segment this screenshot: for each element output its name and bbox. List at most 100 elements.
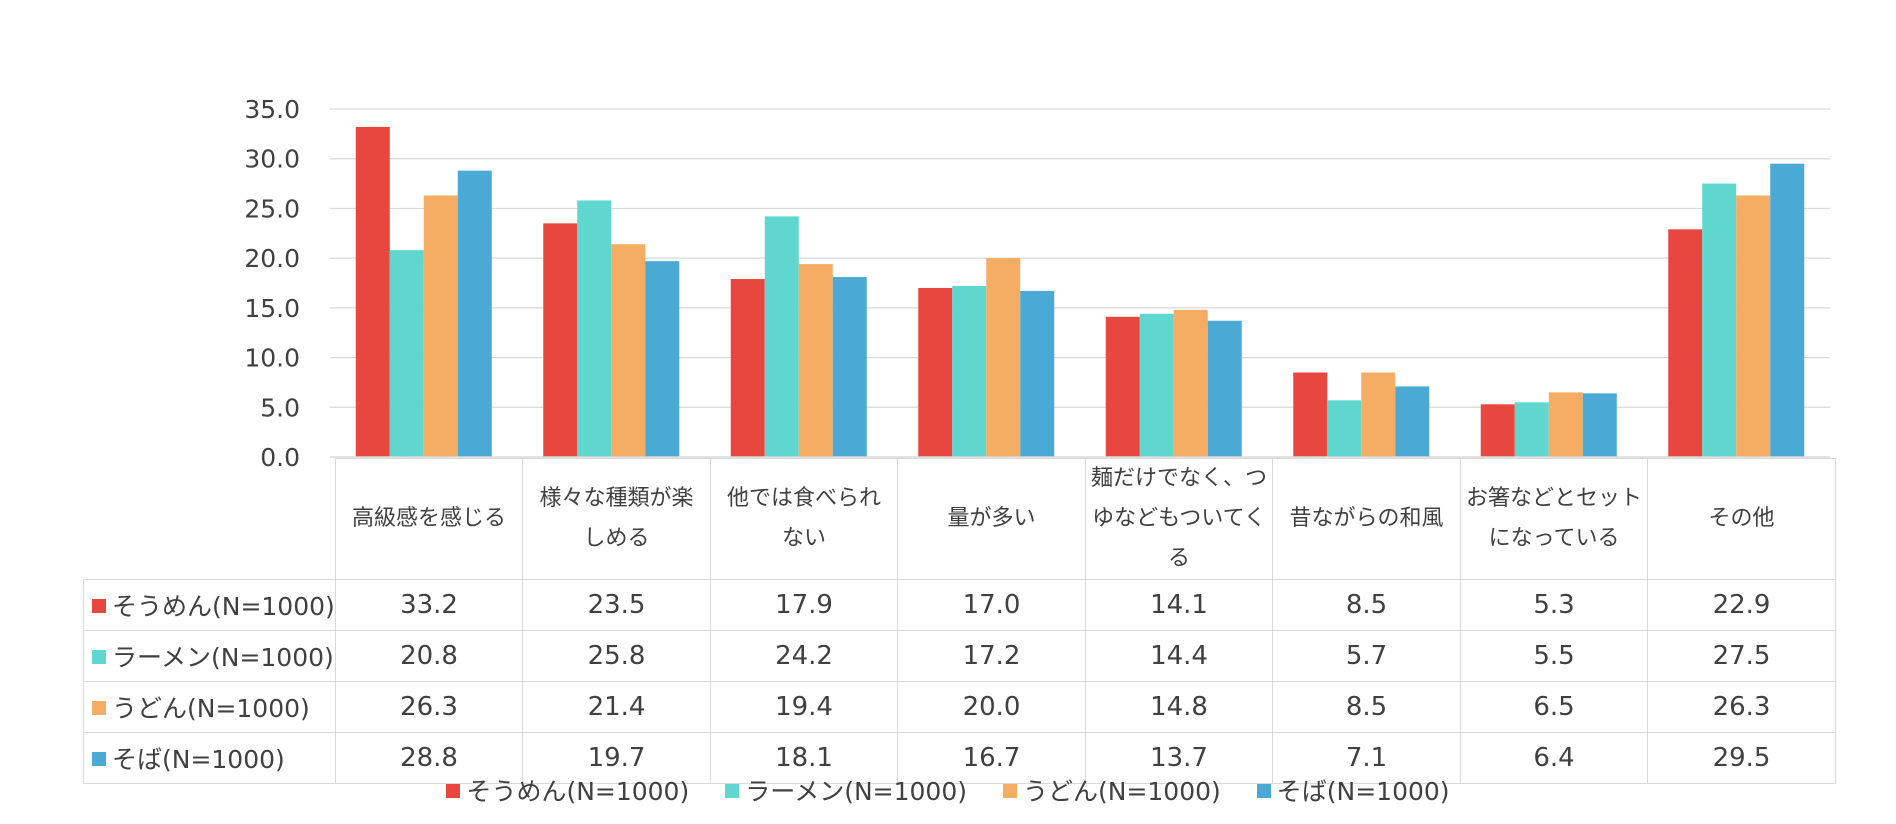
table-row: ラーメン(N=1000) 20.8 25.8 24.2 17.2 14.4 5.7 5.5 27… bbox=[83, 630, 1836, 682]
data-label: 21.4 bbox=[522, 681, 711, 733]
bar bbox=[1514, 402, 1549, 457]
category-label-line: 他では食べられ bbox=[727, 486, 882, 511]
x-category-label: お箸などとセット になっている bbox=[1459, 458, 1649, 580]
bar bbox=[1395, 386, 1430, 457]
x-category-label: 他では食べられ ない bbox=[709, 458, 899, 580]
bar bbox=[1293, 372, 1328, 457]
y-tick-label: 25.0 bbox=[244, 194, 300, 223]
table-row: うどん(N=1000) 26.3 21.4 19.4 20.0 14.8 8.5 6.5 26.… bbox=[83, 681, 1836, 733]
series-color-key bbox=[92, 752, 106, 766]
legend: そうめん(N=1000) ラーメン(N=1000) うどん(N=1000) そば(N=… bbox=[0, 772, 1896, 808]
series-color-key bbox=[92, 650, 106, 664]
data-label: 14.8 bbox=[1084, 681, 1274, 733]
data-label: 14.1 bbox=[1084, 579, 1274, 631]
bar bbox=[764, 216, 799, 457]
series-row-header: うどん(N=1000) bbox=[83, 681, 336, 733]
bar bbox=[355, 126, 390, 457]
category-label-line: 昔ながらの和風 bbox=[1289, 506, 1444, 531]
category-label-line: その他 bbox=[1708, 506, 1775, 531]
legend-color-key bbox=[1003, 784, 1017, 798]
bar bbox=[918, 287, 953, 457]
data-label: 17.0 bbox=[897, 579, 1086, 631]
data-label: 18.1 bbox=[709, 732, 899, 784]
data-label: 23.5 bbox=[522, 579, 711, 631]
category-label-line: 麺だけでなく、つ bbox=[1091, 466, 1268, 491]
bar bbox=[1020, 290, 1055, 457]
data-label: 20.0 bbox=[897, 681, 1086, 733]
data-label: 26.3 bbox=[1647, 681, 1836, 733]
bar bbox=[577, 200, 612, 457]
bar bbox=[389, 250, 424, 457]
bar bbox=[1173, 309, 1208, 457]
data-label: 8.5 bbox=[1272, 681, 1461, 733]
bar bbox=[730, 279, 765, 457]
category-label-line: 量が多い bbox=[947, 506, 1036, 531]
data-label: 6.5 bbox=[1459, 681, 1649, 733]
data-label: 17.9 bbox=[709, 579, 899, 631]
x-category-label: 様々な種類が楽 しめる bbox=[522, 458, 711, 580]
bar bbox=[1582, 393, 1617, 457]
legend-label: うどん(N=1000) bbox=[1023, 777, 1221, 806]
data-label: 14.4 bbox=[1084, 630, 1274, 682]
table-corner bbox=[83, 458, 336, 580]
data-label: 19.4 bbox=[709, 681, 899, 733]
legend-item: うどん(N=1000) bbox=[1003, 772, 1221, 808]
legend-item: そうめん(N=1000) bbox=[446, 772, 689, 808]
bar bbox=[1736, 195, 1771, 457]
bar bbox=[1327, 400, 1362, 457]
series-row-header: そうめん(N=1000) bbox=[83, 579, 336, 631]
table-header-row: 高級感を感じる 様々な種類が楽 しめる 他では食べられ ない 量が多い 麺だけでなく、つ ゆな… bbox=[83, 458, 1836, 580]
data-label: 5.7 bbox=[1272, 630, 1461, 682]
x-category-label: 高級感を感じる bbox=[334, 458, 524, 580]
table-row: そうめん(N=1000) 33.2 23.5 17.9 17.0 14.1 8.5 5.3 22… bbox=[83, 579, 1836, 631]
legend-label: ラーメン(N=1000) bbox=[745, 777, 967, 806]
series-name: そうめん(N=1000) bbox=[112, 592, 335, 621]
category-label-line: ない bbox=[782, 526, 827, 551]
series-row-header: そば(N=1000) bbox=[83, 732, 336, 784]
data-label: 17.2 bbox=[897, 630, 1086, 682]
bar bbox=[645, 261, 680, 457]
series-name: ラーメン(N=1000) bbox=[112, 643, 334, 672]
x-category-label: 量が多い bbox=[897, 458, 1086, 580]
data-label: 13.7 bbox=[1084, 732, 1274, 784]
bar bbox=[1668, 229, 1703, 457]
y-tick-label: 35.0 bbox=[244, 95, 300, 124]
data-label: 26.3 bbox=[334, 681, 524, 733]
bar bbox=[1105, 316, 1140, 457]
data-table: 高級感を感じる 様々な種類が楽 しめる 他では食べられ ない 量が多い 麺だけでなく、つ ゆな… bbox=[83, 458, 1836, 784]
category-label-line: 様々な種類が楽 bbox=[539, 486, 694, 511]
legend-label: そば(N=1000) bbox=[1276, 777, 1450, 806]
series-name: うどん(N=1000) bbox=[112, 694, 310, 723]
data-label: 19.7 bbox=[522, 732, 711, 784]
bar bbox=[423, 195, 458, 457]
data-label: 5.3 bbox=[1459, 579, 1649, 631]
y-tick-label: 10.0 bbox=[244, 344, 300, 373]
data-label: 24.2 bbox=[709, 630, 899, 682]
legend-item: ラーメン(N=1000) bbox=[725, 772, 967, 808]
data-label: 33.2 bbox=[334, 579, 524, 631]
series-name: そば(N=1000) bbox=[112, 745, 285, 774]
bar bbox=[1207, 320, 1242, 457]
x-category-label: その他 bbox=[1647, 458, 1836, 580]
bar bbox=[611, 244, 646, 457]
bar bbox=[1139, 313, 1174, 457]
bar bbox=[798, 264, 833, 457]
legend-color-key bbox=[1256, 784, 1271, 798]
y-tick-label: 15.0 bbox=[244, 294, 300, 323]
legend-label: そうめん(N=1000) bbox=[466, 777, 690, 806]
category-label-line: お箸などとセット bbox=[1466, 486, 1643, 511]
data-label: 8.5 bbox=[1272, 579, 1461, 631]
y-axis-ticks: 0.05.010.015.020.025.030.035.0 bbox=[244, 95, 300, 472]
data-label: 25.8 bbox=[522, 630, 711, 682]
category-label-line: しめる bbox=[583, 526, 650, 551]
bar bbox=[1770, 163, 1805, 457]
bar bbox=[1548, 392, 1583, 457]
legend-color-key bbox=[725, 784, 740, 798]
bar bbox=[543, 223, 578, 457]
category-label-line: になっている bbox=[1488, 526, 1620, 551]
table-row: そば(N=1000) 28.8 19.7 18.1 16.7 13.7 7.1 6.4 29.5 bbox=[83, 732, 1836, 784]
y-tick-label: 5.0 bbox=[260, 393, 300, 422]
bar bbox=[1702, 183, 1737, 458]
bars bbox=[355, 126, 1805, 458]
